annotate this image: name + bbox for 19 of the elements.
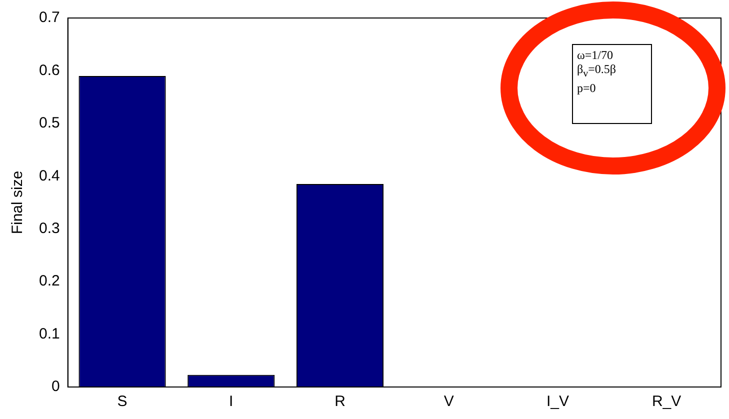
annotation: β$_{v}$=0.5β [577, 62, 617, 82]
x-tick-label: S [117, 393, 128, 410]
x-tick-label: I_V [546, 393, 569, 410]
text-box: ω=1/70 β$_{v}$=0.5β p=0 [572, 44, 652, 124]
x-tick-label: V [444, 393, 454, 410]
y-tick-label: 0.1 [38, 325, 60, 342]
annotation: p=0 [577, 81, 597, 96]
y-tick-label: 0.3 [38, 220, 60, 237]
y-axis-title: Final size [9, 170, 26, 234]
y-tick-label: 0.2 [38, 272, 60, 290]
x-tick-label: I [229, 393, 234, 410]
y-tick-label: 0.4 [38, 167, 60, 184]
annotation: ω=1/70 [577, 48, 614, 62]
x-tick-label: R [334, 393, 346, 410]
y-tick-label: 0 [52, 378, 60, 396]
x-tick-label: R_V [652, 393, 682, 410]
y-tick-label: 0.7 [38, 9, 60, 26]
y-tick-label: 0.5 [38, 114, 60, 132]
y-tick-label: 0.6 [38, 62, 60, 79]
